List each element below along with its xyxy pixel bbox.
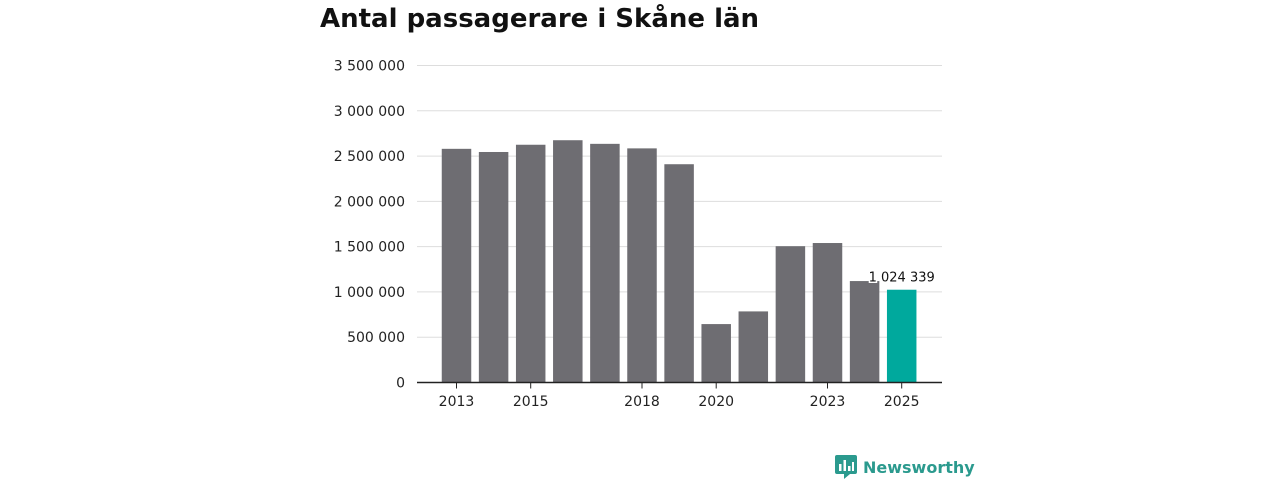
bar-2020 [701, 324, 731, 383]
bar-2022 [775, 246, 806, 383]
bar-2023 [812, 243, 843, 383]
bar-2013 [441, 148, 472, 383]
bar-2014 [478, 151, 509, 383]
bar-2025 [886, 289, 917, 383]
bar-chart-bubble-icon [835, 455, 857, 479]
y-tick-label: 2 000 000 [334, 194, 405, 210]
brand-name: Newsworthy [863, 457, 975, 477]
y-tick-label: 1 000 000 [334, 285, 405, 301]
bar-2016 [553, 140, 583, 383]
bar-2018 [627, 148, 657, 383]
bar-2024 [849, 281, 880, 383]
x-tick-label: 2018 [624, 394, 660, 410]
y-axis-labels: 0 500 000 1 000 000 1 500 000 2 000 000 2 500… [334, 59, 405, 392]
y-tick-label: 3 000 000 [334, 104, 405, 120]
y-tick-label: 0 [396, 376, 405, 392]
bar-2017 [590, 143, 620, 383]
bars [441, 140, 917, 383]
annotations: 1 024 339 [867, 269, 936, 287]
x-tick-label: 2020 [698, 394, 734, 410]
chart-title: Antal passagerare i Skåne län [320, 4, 760, 34]
bar-2019 [664, 164, 694, 383]
x-tick-label: 2023 [810, 394, 846, 410]
y-tick-label: 2 500 000 [334, 149, 405, 165]
x-tick-label: 2013 [439, 394, 475, 410]
y-tick-label: 3 500 000 [334, 59, 405, 75]
y-tick-label: 1 500 000 [334, 240, 405, 256]
highlight-data-label: 1 024 339 [869, 271, 935, 286]
x-tick-label: 2025 [884, 394, 920, 410]
bar-chart: 0 500 000 1 000 000 1 500 000 2 000 000 2 500… [334, 59, 942, 410]
bar-2015 [515, 144, 546, 383]
x-tick-label: 2015 [513, 394, 549, 410]
y-tick-label: 500 000 [347, 330, 405, 346]
x-axis-labels: 2013 2015 2018 2020 2023 2025 [417, 381, 942, 410]
bar-2021 [738, 311, 769, 383]
brand-logo: Newsworthy [835, 455, 975, 479]
